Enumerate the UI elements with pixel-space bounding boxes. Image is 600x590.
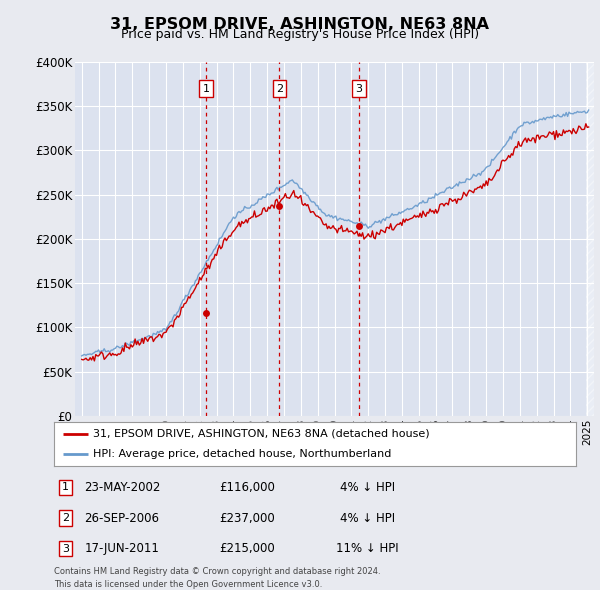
Text: £116,000: £116,000 (219, 481, 275, 494)
Text: £237,000: £237,000 (219, 512, 275, 525)
Text: 3: 3 (62, 544, 69, 553)
Text: 17-JUN-2011: 17-JUN-2011 (85, 542, 159, 555)
Text: Price paid vs. HM Land Registry's House Price Index (HPI): Price paid vs. HM Land Registry's House … (121, 28, 479, 41)
Text: 4% ↓ HPI: 4% ↓ HPI (340, 512, 395, 525)
Text: 11% ↓ HPI: 11% ↓ HPI (336, 542, 398, 555)
Text: 2: 2 (276, 84, 283, 93)
Text: 31, EPSOM DRIVE, ASHINGTON, NE63 8NA: 31, EPSOM DRIVE, ASHINGTON, NE63 8NA (110, 17, 490, 31)
Text: 4% ↓ HPI: 4% ↓ HPI (340, 481, 395, 494)
Text: 31, EPSOM DRIVE, ASHINGTON, NE63 8NA (detached house): 31, EPSOM DRIVE, ASHINGTON, NE63 8NA (de… (93, 429, 430, 439)
Text: 23-MAY-2002: 23-MAY-2002 (83, 481, 160, 494)
Text: This data is licensed under the Open Government Licence v3.0.: This data is licensed under the Open Gov… (54, 580, 322, 589)
Text: 26-SEP-2006: 26-SEP-2006 (85, 512, 160, 525)
Text: 3: 3 (356, 84, 362, 93)
Text: 2: 2 (62, 513, 69, 523)
Text: £215,000: £215,000 (219, 542, 275, 555)
Text: 1: 1 (203, 84, 209, 93)
Text: Contains HM Land Registry data © Crown copyright and database right 2024.: Contains HM Land Registry data © Crown c… (54, 567, 380, 576)
Text: 1: 1 (62, 483, 69, 492)
Text: HPI: Average price, detached house, Northumberland: HPI: Average price, detached house, Nort… (93, 449, 392, 459)
